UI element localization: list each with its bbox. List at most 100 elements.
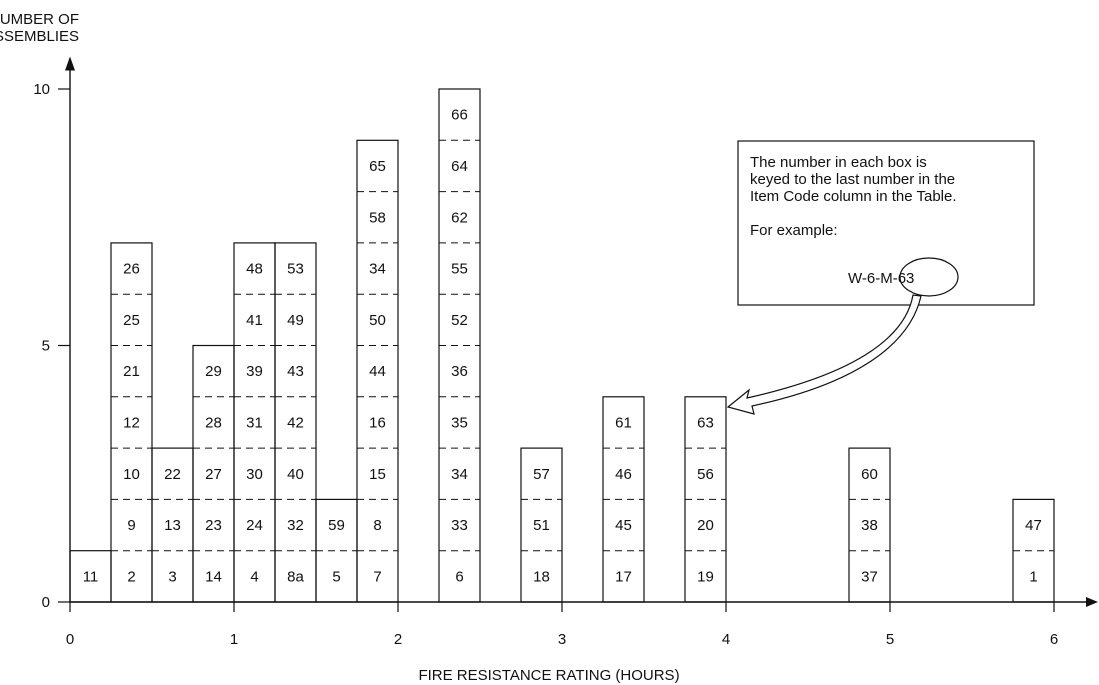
item-code-label: 45 bbox=[615, 517, 632, 534]
bar: 37 38 60 bbox=[848, 447, 891, 603]
item-code-label: 11 bbox=[83, 568, 99, 585]
y-axis-arrow bbox=[65, 56, 75, 71]
pointer-arrow bbox=[726, 294, 922, 415]
item-code-label: 52 bbox=[451, 312, 468, 329]
bar: 4 24 30 31 39 41 48 bbox=[233, 242, 276, 603]
bar: 8a 32 40 42 43 49 53 bbox=[274, 242, 317, 603]
x-tick-label: 4 bbox=[722, 631, 730, 648]
item-code-label: 10 bbox=[123, 466, 140, 483]
item-code-label: 20 bbox=[697, 517, 714, 534]
item-code-label: 38 bbox=[861, 517, 878, 534]
item-code-label: 13 bbox=[164, 517, 181, 534]
item-code-label: 47 bbox=[1025, 517, 1042, 534]
bar: 11 bbox=[69, 550, 112, 603]
item-code-label: 50 bbox=[369, 312, 386, 329]
item-code-label: 14 bbox=[205, 568, 222, 585]
item-code-label: 51 bbox=[533, 517, 550, 534]
item-code-label: 28 bbox=[205, 414, 222, 431]
item-code-label: 3 bbox=[168, 568, 176, 585]
bar: 14 23 27 28 29 bbox=[192, 344, 235, 603]
item-code-label: 30 bbox=[246, 466, 263, 483]
item-code-label: 46 bbox=[615, 466, 632, 483]
x-tick-label: 2 bbox=[394, 631, 402, 648]
item-code-label: 57 bbox=[533, 466, 550, 483]
y-tick-label: 0 bbox=[42, 594, 50, 611]
item-code-label: 59 bbox=[328, 517, 345, 534]
annotation-box bbox=[737, 140, 1035, 306]
annotation-text: The number in each box is bbox=[750, 154, 927, 171]
item-code-label: 58 bbox=[369, 209, 386, 226]
annotation-text: Item Code column in the Table. bbox=[750, 188, 957, 205]
item-code-label: 33 bbox=[451, 517, 468, 534]
item-code-label: 24 bbox=[246, 517, 263, 534]
bar: 6 33 34 35 36 52 55 62 64 66 bbox=[438, 88, 481, 603]
item-code-label: 5 bbox=[332, 568, 340, 585]
item-code-label: 17 bbox=[615, 568, 632, 585]
y-axis-title: ASSEMBLIES bbox=[0, 28, 79, 45]
item-code-label: 41 bbox=[246, 312, 263, 329]
item-code-label: 4 bbox=[250, 568, 258, 585]
item-code-label: 9 bbox=[127, 517, 135, 534]
item-code-label: 37 bbox=[861, 568, 878, 585]
item-code-label: 65 bbox=[369, 158, 386, 175]
bar: 5 59 bbox=[315, 498, 358, 603]
item-code-label: 32 bbox=[287, 517, 304, 534]
x-tick-label: 6 bbox=[1050, 631, 1058, 648]
item-code-label: 35 bbox=[451, 414, 468, 431]
item-code-label: 63 bbox=[697, 414, 714, 431]
annotation-text: For example: bbox=[750, 222, 838, 239]
item-code-label: 62 bbox=[451, 209, 468, 226]
x-axis-arrow bbox=[1086, 597, 1098, 607]
item-code-label: 1 bbox=[1029, 568, 1037, 585]
item-code-label: 2 bbox=[127, 568, 135, 585]
item-code-label: 53 bbox=[287, 261, 304, 278]
x-tick-label: 1 bbox=[230, 631, 238, 648]
item-code-label: 12 bbox=[123, 414, 140, 431]
y-tick-label: 5 bbox=[42, 338, 50, 355]
bar: 2 9 10 12 21 25 26 bbox=[110, 242, 153, 603]
bars-layer: 11 29101221252631322142327282942430313941… bbox=[69, 88, 1055, 603]
item-code-label: 21 bbox=[123, 363, 140, 380]
item-code-label: 44 bbox=[369, 363, 386, 380]
item-code-label: 23 bbox=[205, 517, 222, 534]
y-axis-title: NUMBER OF bbox=[0, 11, 79, 28]
item-code-label: 43 bbox=[287, 363, 304, 380]
x-tick-label: 5 bbox=[886, 631, 894, 648]
item-code-label: 49 bbox=[287, 312, 304, 329]
item-code-label: 19 bbox=[697, 568, 714, 585]
item-code-label: 18 bbox=[533, 568, 550, 585]
item-code-label: 29 bbox=[205, 363, 222, 380]
bar: 3 13 22 bbox=[151, 447, 194, 603]
bar: 1 47 bbox=[1012, 498, 1055, 603]
item-code-label: 39 bbox=[246, 363, 263, 380]
bar: 17 45 46 61 bbox=[602, 396, 645, 603]
item-code-label: 61 bbox=[615, 414, 632, 431]
bar: 18 51 57 bbox=[520, 447, 563, 603]
x-axis-title: FIRE RESISTANCE RATING (HOURS) bbox=[418, 667, 679, 684]
item-code-label: 60 bbox=[861, 466, 878, 483]
item-code-label: 8 bbox=[373, 517, 381, 534]
annotation-text: keyed to the last number in the bbox=[750, 171, 955, 188]
example-highlight-ellipse bbox=[899, 257, 959, 297]
annotation-example: W-6-M-63 bbox=[848, 270, 914, 287]
item-code-label: 25 bbox=[123, 312, 140, 329]
item-code-label: 66 bbox=[451, 107, 468, 124]
item-code-label: 34 bbox=[451, 466, 468, 483]
item-code-label: 36 bbox=[451, 363, 468, 380]
item-code-label: 8a bbox=[287, 568, 304, 585]
item-code-label: 64 bbox=[451, 158, 468, 175]
item-code-label: 34 bbox=[369, 261, 386, 278]
item-code-label: 55 bbox=[451, 261, 468, 278]
x-tick-label: 3 bbox=[558, 631, 566, 648]
axes-layer bbox=[58, 56, 1098, 612]
item-code-label: 15 bbox=[369, 466, 386, 483]
item-code-label: 40 bbox=[287, 466, 304, 483]
item-code-label: 48 bbox=[246, 261, 263, 278]
item-code-label: 7 bbox=[373, 568, 381, 585]
bar: 19 20 56 63 bbox=[684, 396, 727, 603]
item-code-label: 26 bbox=[123, 261, 140, 278]
item-code-label: 22 bbox=[164, 466, 181, 483]
item-code-label: 16 bbox=[369, 414, 386, 431]
